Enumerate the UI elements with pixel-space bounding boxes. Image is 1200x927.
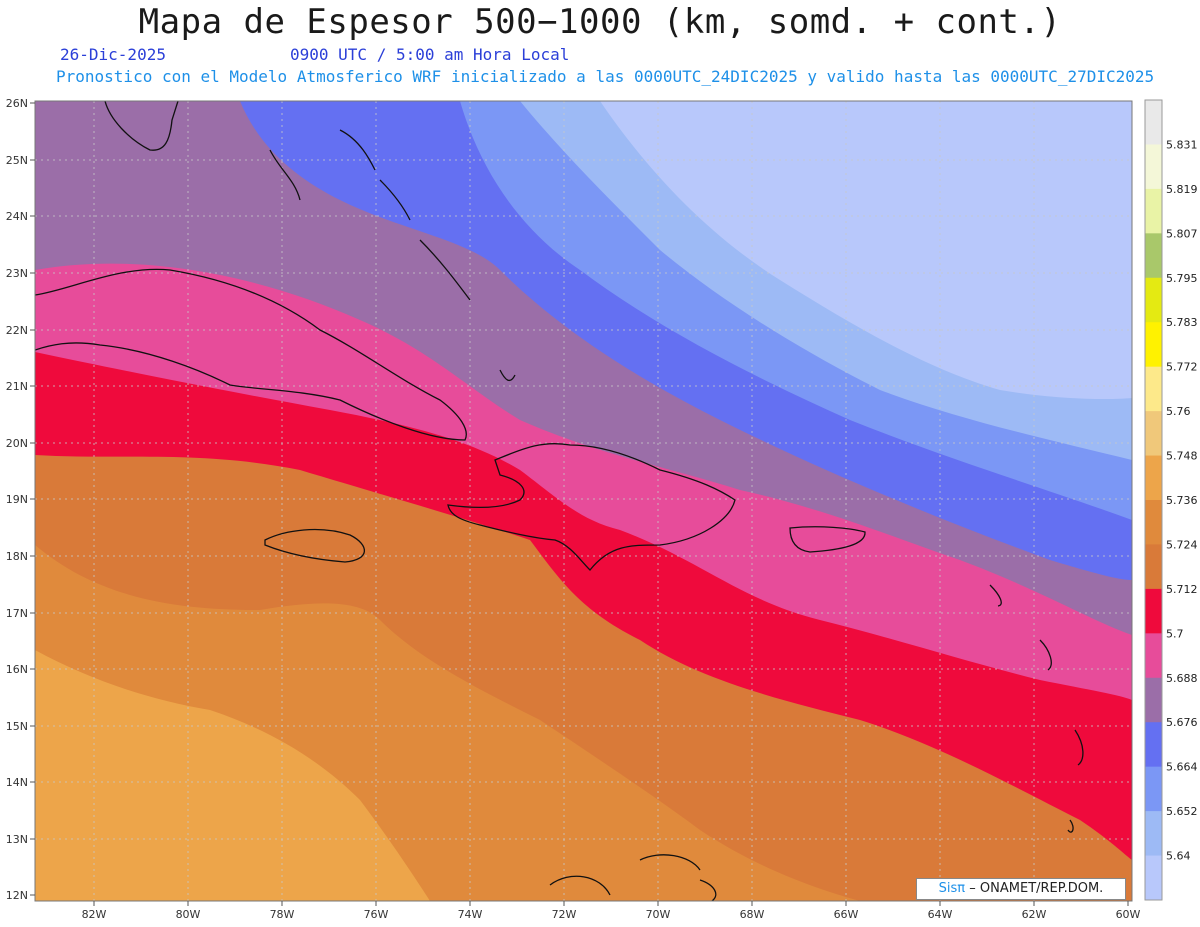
- lat-axis: 26N 25N 24N 23N 22N 21N 20N 19N 18N 17N …: [6, 97, 28, 902]
- florida-coast: [104, 101, 179, 151]
- lon-label: 64W: [928, 908, 953, 921]
- legend-swatch: [1145, 500, 1162, 545]
- lat-label: 15N: [6, 720, 28, 733]
- legend-label: 5.795: [1166, 272, 1198, 285]
- lat-ticks: [30, 102, 35, 896]
- lat-label: 20N: [6, 437, 28, 450]
- legend-swatch: [1145, 811, 1162, 857]
- legend-label: 5.712: [1166, 583, 1198, 596]
- legend-label: 5.748: [1166, 450, 1198, 463]
- legend-swatch: [1145, 188, 1162, 234]
- legend-label: 5.831: [1166, 138, 1198, 151]
- credit-logo: Sisπ: [938, 881, 966, 896]
- thickness-bands: [35, 101, 1132, 901]
- lon-label: 76W: [364, 908, 389, 921]
- lat-label: 24N: [6, 210, 28, 223]
- jamaica-coast: [264, 528, 366, 563]
- legend-swatch: [1145, 455, 1162, 501]
- lon-label: 80W: [176, 908, 201, 921]
- graticule: [35, 101, 1132, 901]
- legend-swatch: [1145, 277, 1162, 323]
- lon-label: 70W: [646, 908, 671, 921]
- bahamas-coast: [269, 129, 516, 382]
- lat-label: 26N: [6, 97, 28, 110]
- cuba-coast: [35, 268, 467, 441]
- color-legend: 5.831 5.819 5.807 5.795 5.783 5.772 5.76 5.748 5…: [1144, 99, 1198, 901]
- lat-label: 23N: [6, 267, 28, 280]
- lat-label: 25N: [6, 154, 28, 167]
- legend-label: 5.64: [1166, 850, 1191, 863]
- legend-swatch: [1145, 233, 1162, 279]
- lon-ticks: [93, 901, 1129, 906]
- lesser-antilles-coast: [989, 584, 1084, 833]
- lat-label: 12N: [6, 889, 28, 902]
- legend-swatch: [1145, 855, 1162, 901]
- lat-label: 13N: [6, 833, 28, 846]
- puerto-rico-coast: [789, 526, 866, 553]
- legend-swatch: [1145, 722, 1162, 768]
- legend-frame: [1144, 99, 1163, 901]
- legend-label: 5.724: [1166, 538, 1198, 551]
- lat-label: 14N: [6, 776, 28, 789]
- band-5748: [35, 650, 430, 901]
- legend-label: 5.7: [1166, 627, 1184, 640]
- lon-label: 78W: [270, 908, 295, 921]
- coastlines: [35, 101, 1084, 901]
- legend-swatch: [1145, 588, 1162, 634]
- legend-swatch: [1145, 766, 1162, 812]
- credit-box: Sisπ – ONAMET/REP.DOM.: [916, 878, 1126, 900]
- lat-label: 22N: [6, 324, 28, 337]
- legend-swatch: [1145, 411, 1162, 457]
- legend-label: 5.736: [1166, 494, 1198, 507]
- lon-label: 82W: [82, 908, 107, 921]
- lat-label: 19N: [6, 493, 28, 506]
- legend-label: 5.664: [1166, 761, 1198, 774]
- lon-label: 60W: [1116, 908, 1141, 921]
- legend-swatch: [1145, 366, 1162, 412]
- forecast-time: 0900 UTC / 5:00 am Hora Local: [290, 45, 570, 64]
- legend-label: 5.807: [1166, 227, 1198, 240]
- lon-label: 68W: [740, 908, 765, 921]
- hispaniola-coast: [447, 443, 736, 571]
- legend-swatch: [1145, 677, 1162, 723]
- legend-swatch: [1145, 322, 1162, 368]
- south-america-coast: [549, 854, 717, 901]
- lon-label: 66W: [834, 908, 859, 921]
- legend-label: 5.688: [1166, 672, 1198, 685]
- lat-label: 16N: [6, 663, 28, 676]
- lon-label: 72W: [552, 908, 577, 921]
- legend-label: 5.772: [1166, 361, 1198, 374]
- lon-axis: 82W 80W 78W 76W 74W 72W 70W 68W 66W 64W …: [82, 908, 1141, 921]
- legend-swatch: [1145, 633, 1162, 679]
- legend-label: 5.652: [1166, 805, 1198, 818]
- lon-label: 74W: [458, 908, 483, 921]
- lat-label: 18N: [6, 550, 28, 563]
- legend-label: 5.676: [1166, 716, 1198, 729]
- map-title: Mapa de Espesor 500−1000 (km, somd. + co…: [138, 2, 1062, 42]
- credit-text: – ONAMET/REP.DOM.: [969, 881, 1104, 896]
- map-frame: [34, 100, 1133, 902]
- forecast-date: 26-Dic-2025: [60, 45, 166, 64]
- lon-label: 62W: [1022, 908, 1047, 921]
- legend-label: 5.819: [1166, 183, 1198, 196]
- legend-label: 5.783: [1166, 316, 1198, 329]
- model-info: Pronostico con el Modelo Atmosferico WRF…: [56, 67, 1155, 86]
- lat-label: 21N: [6, 380, 28, 393]
- lat-label: 17N: [6, 607, 28, 620]
- legend-label: 5.76: [1166, 405, 1191, 418]
- legend-swatch: [1145, 100, 1162, 145]
- legend-swatch: [1145, 144, 1162, 190]
- legend-swatch: [1145, 544, 1162, 590]
